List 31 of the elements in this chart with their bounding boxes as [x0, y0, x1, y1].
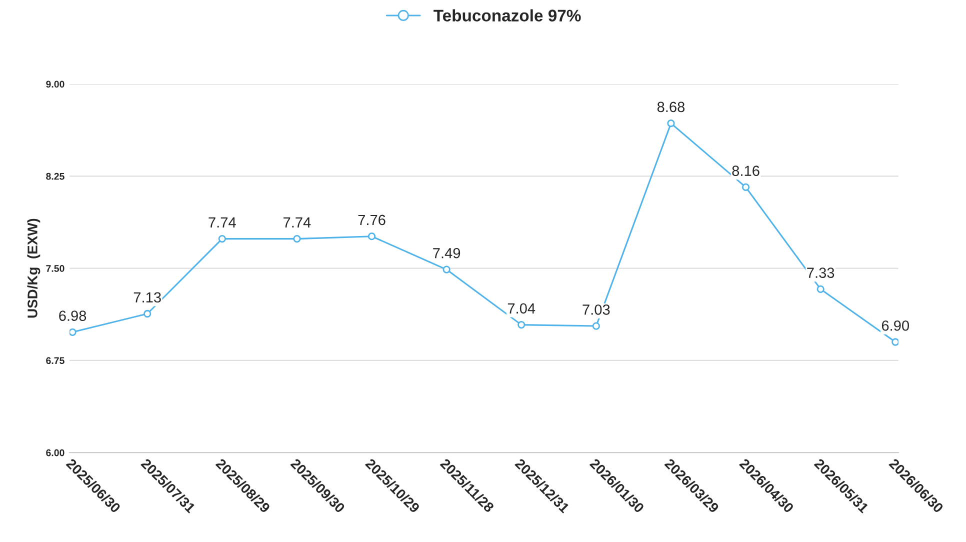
point: [892, 338, 898, 346]
data-label: 7.74: [284, 217, 311, 228]
point: [816, 285, 824, 293]
y-tick-label: 7.50: [46, 265, 64, 272]
data-label: 7.03: [582, 304, 610, 315]
point: [442, 266, 450, 274]
point: [368, 232, 376, 240]
point: [218, 234, 226, 243]
data-label: 7.04: [508, 303, 536, 314]
y-tick-label: 8.25: [46, 172, 64, 180]
data-label: 8.68: [657, 102, 685, 112]
legend-label: Tebuconazole 97%: [434, 9, 581, 22]
y-tick-label: 6.75: [46, 357, 64, 364]
point: [667, 120, 675, 128]
point: [742, 183, 750, 192]
data-label: 7.74: [208, 217, 236, 228]
point: [70, 328, 76, 336]
data-label: 7.49: [433, 248, 460, 258]
data-label: 8.16: [732, 166, 760, 176]
point: [144, 310, 152, 318]
point: [592, 322, 600, 330]
y-tick-label: 6.00: [46, 449, 64, 456]
y-axis-title: USD/Kg (EXW): [27, 218, 40, 318]
data-label: 7.76: [358, 214, 386, 226]
point: [293, 234, 301, 243]
y-tick-label: 9.00: [46, 80, 64, 88]
data-label: 7.33: [807, 268, 834, 278]
data-label: 6.98: [59, 310, 86, 321]
point: [518, 320, 526, 329]
data-label: 6.90: [882, 320, 910, 331]
data-label: 7.13: [134, 292, 161, 303]
